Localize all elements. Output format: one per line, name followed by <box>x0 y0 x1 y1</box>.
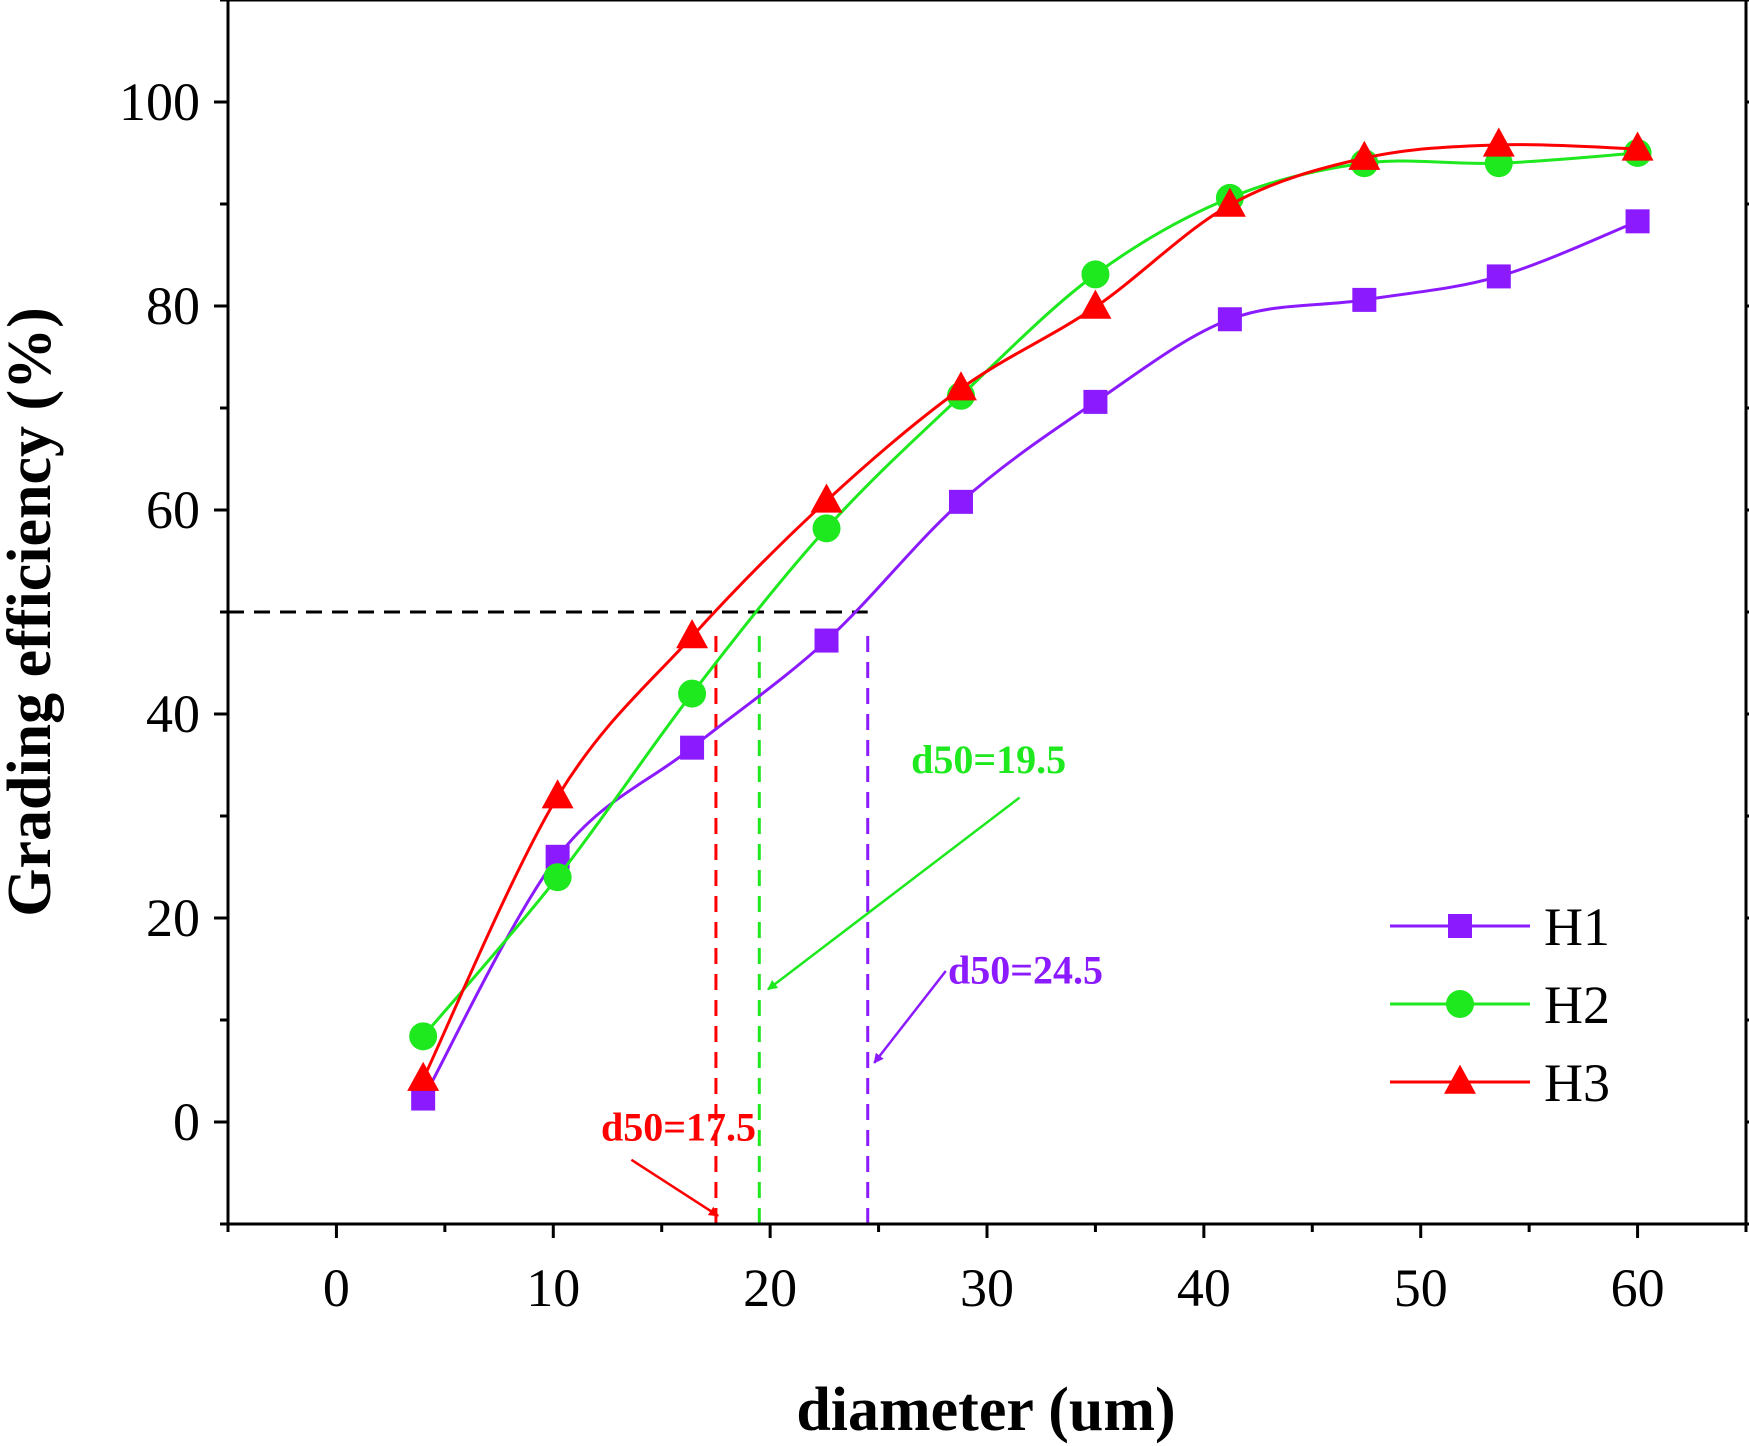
legend-marker-h2 <box>1446 990 1474 1018</box>
legend-label-h2: H2 <box>1544 975 1610 1035</box>
y-tick-label: 40 <box>146 684 200 744</box>
legend-label-h3: H3 <box>1544 1053 1610 1113</box>
legend: H1 H2 H3 <box>1390 897 1610 1113</box>
data-point-h1 <box>1217 307 1242 332</box>
d50-annotation-label: d50=24.5 <box>948 947 1103 992</box>
data-point-h2 <box>409 1022 438 1051</box>
data-point-h1 <box>1083 389 1108 414</box>
series-line-h2 <box>422 151 1638 1038</box>
d50-annotation-arrow <box>873 970 947 1064</box>
data-point-h3 <box>407 1061 440 1091</box>
data-point-h3 <box>944 371 977 401</box>
series-line-h1 <box>421 219 1639 1100</box>
series-layer <box>407 127 1654 1111</box>
y-tick-label: 20 <box>146 888 200 948</box>
data-point-h3 <box>541 779 574 809</box>
plot-frame <box>226 0 1748 1226</box>
x-tick-label: 20 <box>743 1258 797 1318</box>
data-point-h1 <box>1625 209 1650 234</box>
legend-marker-h1 <box>1448 914 1472 938</box>
y-tick-label: 80 <box>146 276 200 336</box>
data-point-h2 <box>812 514 841 543</box>
x-tick-label: 40 <box>1177 1258 1231 1318</box>
annotations-layer: d50=17.5 d50=19.5 d50=24.5 <box>601 737 1103 1217</box>
reference-lines <box>228 610 870 1224</box>
data-point-h3 <box>1621 131 1654 161</box>
data-point-h2 <box>543 863 572 892</box>
x-axis-title: diameter (um) <box>796 1376 1175 1444</box>
x-tick-label: 60 <box>1611 1258 1665 1318</box>
y-tick-label: 100 <box>119 72 200 132</box>
y-tick-label: 0 <box>173 1092 200 1152</box>
legend-label-h1: H1 <box>1544 897 1610 957</box>
d50-annotation-label: d50=19.5 <box>911 737 1066 782</box>
data-point-h1 <box>814 628 839 653</box>
data-point-h3 <box>810 483 843 513</box>
data-point-h1 <box>948 489 973 514</box>
data-point-h3 <box>676 619 709 649</box>
axes-layer: 0 10 20 30 40 50 60 0 20 40 60 80 100 <box>119 0 1749 1318</box>
data-point-h3 <box>1079 289 1112 319</box>
data-point-h2 <box>678 679 707 708</box>
y-axis-title: Grading efficiency (%) <box>0 307 64 917</box>
x-tick-label: 10 <box>526 1258 580 1318</box>
x-tick-label: 0 <box>323 1258 350 1318</box>
data-point-h2 <box>1081 260 1110 289</box>
d50-annotation-arrow <box>630 1158 719 1217</box>
y-tick-label: 60 <box>146 480 200 540</box>
x-tick-label: 50 <box>1394 1258 1448 1318</box>
legend-marker-h3 <box>1444 1064 1476 1094</box>
d50-annotation-arrow <box>767 796 1021 991</box>
data-point-h3 <box>1482 127 1515 157</box>
data-point-h1 <box>680 735 705 760</box>
series-line-h3 <box>421 143 1638 1080</box>
data-point-h3 <box>1213 187 1246 217</box>
data-point-h1 <box>1352 287 1377 312</box>
x-tick-label: 30 <box>960 1258 1014 1318</box>
d50-annotation-label: d50=17.5 <box>601 1104 756 1149</box>
data-point-h3 <box>1348 140 1381 170</box>
data-point-h1 <box>1486 264 1511 289</box>
